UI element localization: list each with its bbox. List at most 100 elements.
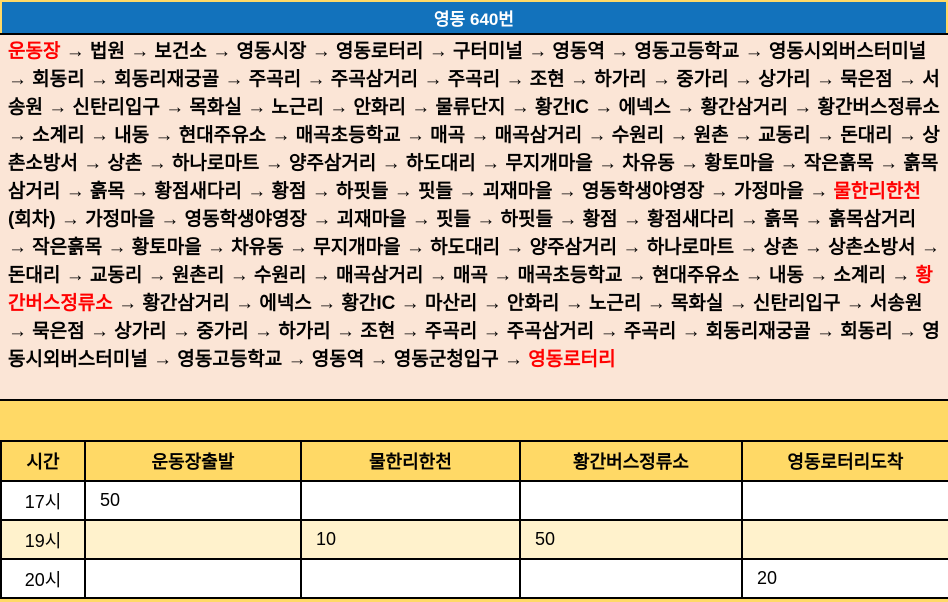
route-stop: 하도대리 [405,153,476,174]
route-stop: 영동시장 [236,41,307,62]
route-stop: 매곡초등학교 [517,265,623,286]
page-title: 영동 640번 [433,10,514,29]
route-stop: 영동고등학교 [634,41,740,62]
timetable: 시간 운동장출발 물한리한천 황간버스정류소 영동로터리도착 17시 50 19… [0,440,948,599]
route-stop: 보건소 [154,41,207,62]
route-stop: 매곡삼거리 [336,265,424,286]
route-stop: 핏들 [436,209,472,230]
route-stop: 내동 [768,265,804,286]
route-stop: 법원 [90,41,125,62]
route-stop: 구터미널 [453,41,523,62]
route-stop: 황점새다리 [647,209,735,230]
bottom-strip [0,599,948,602]
route-stop: 묵은점 [840,69,893,90]
timetable-row-19: 19시 10 50 [0,519,948,560]
route-title-bar: 영동 640번 [2,2,946,33]
route-stop: 조현 [360,321,396,342]
route-stop: 주곡리 [623,321,677,342]
route-stop: 원촌리 [172,265,225,286]
route-stop: 핏들 [418,181,454,202]
highlighted-stop: 물한리한천 [833,181,921,202]
route-stop: 상촌 [763,237,799,258]
route-stop: 양주삼거리 [288,153,377,174]
route-stop: 서송원 [8,69,940,118]
route-stop: 하핏들 [336,181,389,202]
column-header-time: 시간 [0,440,86,482]
route-stop: 황점 [582,209,618,230]
route-stop: 매곡 [453,265,488,286]
column-header-mulhanri: 물한리한천 [300,440,521,482]
route-stop: 에넥스 [259,293,312,314]
route-stop: 작은흙목 [32,237,103,258]
route-stop: 황간IC [341,293,396,314]
timetable-cell [300,480,521,521]
route-stop: 매곡초등학교 [295,125,401,146]
timetable-cell [84,558,302,599]
route-stop: 주곡삼거리 [330,69,419,90]
route-stop: 현대주유소 [178,125,267,146]
route-stop: 무지개마을 [313,237,401,258]
route-stop: 영동역 [311,349,365,370]
route-stop: 황점 [271,181,307,202]
highlighted-stop: 운동장 [8,41,61,62]
route-stop: 주곡리 [424,321,478,342]
route-stop: 가정마을 [85,209,156,230]
column-header-depart-stadium: 운동장출발 [84,440,302,482]
route-stop: 무지개마을 [505,153,593,174]
route-stop: 주곡리 [248,69,302,90]
route-stop: 안화리 [506,293,560,314]
route-stop: 안화리 [353,97,406,118]
route-stop: 황토마을 [131,237,202,258]
route-stop: 영동역 [552,41,605,62]
route-stop: 황간삼거리 [142,293,230,314]
route-stop: 하나로마트 [172,153,260,174]
route-stop: 매곡삼거리 [494,125,583,146]
route-stop: 양주삼거리 [529,237,618,258]
route-stop: 수원리 [611,125,665,146]
route-stop: 황토마을 [704,153,775,174]
time-label: 19시 [0,519,86,560]
route-stop: 상촌 [107,153,143,174]
route-stop: 중가리 [196,321,249,342]
route-stop: 괴재마을 [336,209,407,230]
timetable-cell: 20 [741,558,948,599]
column-header-arrive-rotary: 영동로터리도착 [741,440,948,482]
route-stop: 차유동 [622,153,675,174]
route-stop: 수원리 [254,265,307,286]
timetable-cell [300,558,521,599]
route-stop: 하가리 [278,321,331,342]
route-stop: 영동군청입구 [393,349,499,370]
route-stop: 서송원 [870,293,923,314]
route-stop: 마산리 [424,293,478,314]
timetable-cell [741,480,948,521]
route-stop: 영동시외버스터미널 [768,41,927,62]
route-stop: 영동학생야영장 [184,209,308,230]
route-stop: 에넥스 [618,97,672,118]
route-stop: 가정마을 [734,181,804,202]
route-stop: 회동리재궁골 [705,321,811,342]
route-text: 운동장 → 법원 → 보건소 → 영동시장 → 영동로터리 → 구터미널 → 영… [8,41,940,370]
route-description-box: 운동장 → 법원 → 보건소 → 영동시장 → 영동로터리 → 구터미널 → 영… [0,33,948,401]
route-stop: 목화실 [189,97,242,118]
route-stop: 물류단지 [435,97,506,118]
route-stop: 흙목삼거리 [828,209,917,230]
route-stop: 조현 [529,69,565,90]
route-stop: 영동로터리 [336,41,424,62]
timetable-cell: 50 [84,480,302,521]
route-stop: 영동고등학교 [177,349,283,370]
route-stop-suffix: (회차) [8,209,56,230]
route-stop: 영동시외버스터미널 [8,321,940,370]
route-stop: 하핏들 [500,209,554,230]
route-stop: 노근리 [271,97,324,118]
route-stop: 원촌 [693,125,729,146]
spacer-band [0,401,948,440]
time-label: 17시 [0,480,86,521]
route-stop: 주곡리 [447,69,501,90]
route-stop: 돈대리 [840,125,893,146]
route-stop: 황간버스정류소 [817,97,940,118]
route-stop: 주곡삼거리 [506,321,595,342]
route-stop: 매곡 [430,125,466,146]
route-stop: 상가리 [758,69,811,90]
route-stop: 괴재마을 [482,181,553,202]
route-stop: 현대주유소 [652,265,740,286]
